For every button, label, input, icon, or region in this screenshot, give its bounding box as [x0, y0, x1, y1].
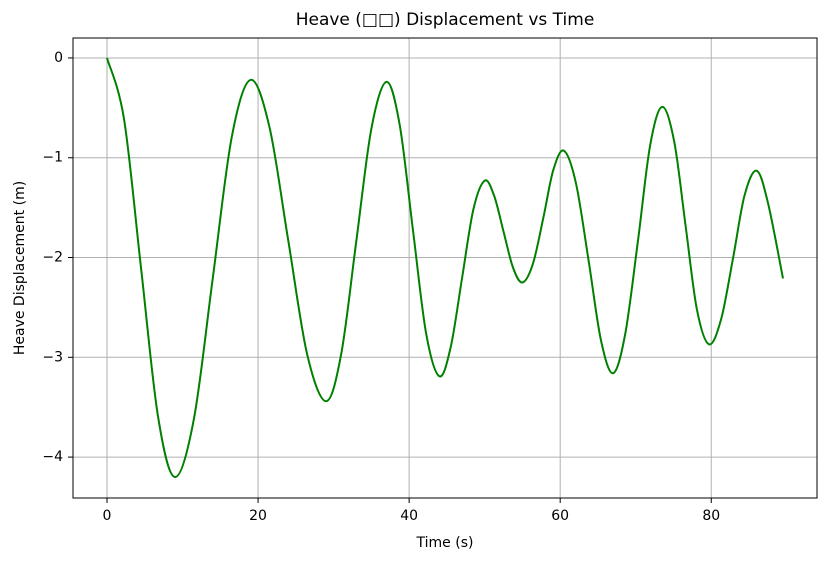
- plot-frame: [72, 37, 818, 499]
- chart-title: Heave (□□) Displacement vs Time: [296, 10, 595, 30]
- x-tick-label: 80: [702, 508, 720, 524]
- data-line: [106, 57, 784, 479]
- y-axis-label: Heave Displacement (m): [12, 181, 28, 355]
- y-tick-label: 0: [54, 50, 63, 66]
- x-tick-label: 20: [249, 508, 267, 524]
- x-tick-label: 0: [103, 508, 112, 524]
- x-axis-label: Time (s): [416, 535, 474, 551]
- x-tick-label: 40: [400, 508, 418, 524]
- y-tick-label: −4: [42, 449, 63, 465]
- y-tick-label: −3: [42, 349, 63, 365]
- x-tick-label: 60: [551, 508, 569, 524]
- y-tick-label: −2: [42, 250, 63, 266]
- y-tick-label: −1: [42, 150, 63, 166]
